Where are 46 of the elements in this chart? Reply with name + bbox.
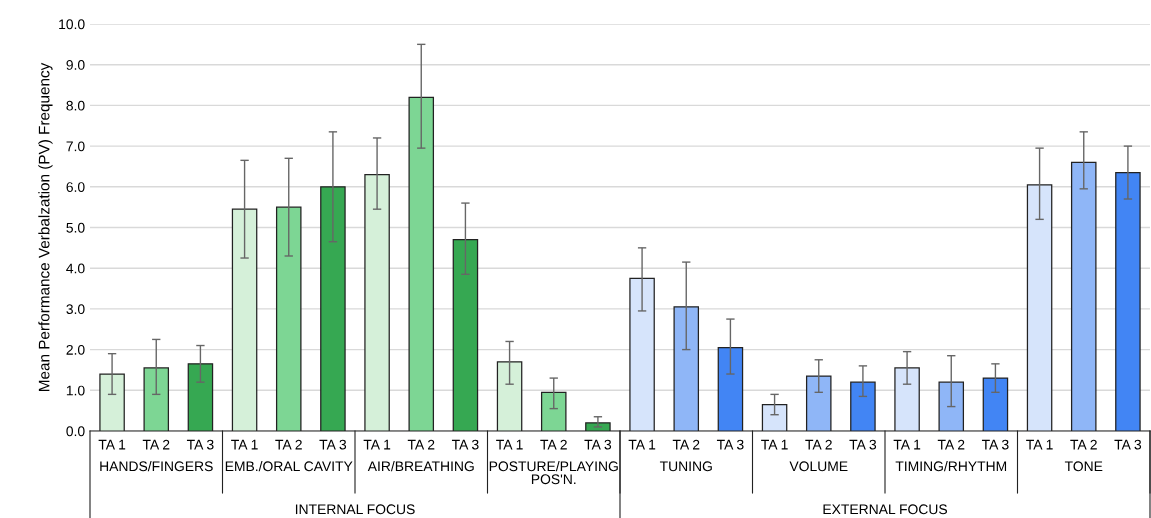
- text: EMB./ORAL CAVITY: [225, 461, 353, 472]
- y-tick-label: 3.0: [66, 304, 85, 315]
- text: TUNING: [659, 461, 712, 472]
- text: AIR/BREATHING: [367, 461, 474, 472]
- text: TONE: [1064, 461, 1103, 472]
- x-tick-label: TA 1: [1026, 439, 1053, 450]
- y-tick-label: 9.0: [66, 60, 85, 70]
- x-tick-label: TA 3: [1114, 439, 1142, 450]
- y-tick-label: 8.0: [66, 100, 85, 111]
- x-tick-label: TA 2: [407, 439, 435, 450]
- x-tick-label: TA 2: [142, 439, 170, 450]
- x-tick-label: TA 1: [363, 439, 391, 450]
- y-tick-label: 7.0: [66, 141, 85, 152]
- x-tick-label: TA 1: [231, 439, 258, 450]
- x-tick-label: TA 3: [186, 439, 214, 450]
- x-tick-label: TA 2: [275, 439, 302, 450]
- y-tick-label: 5.0: [66, 222, 85, 233]
- x-tick-label: TA 1: [496, 439, 523, 450]
- y-tick-label: 4.0: [66, 263, 85, 274]
- x-tick-label: TA 3: [451, 439, 479, 450]
- text: POSTURE/PLAYING POS'N.: [489, 461, 618, 485]
- x-tick-label: TA 2: [805, 439, 832, 450]
- x-tick-label: TA 2: [672, 439, 700, 450]
- x-tick-label: TA 3: [716, 439, 744, 450]
- y-tick-label: 2.0: [66, 344, 85, 355]
- x-tick-label: TA 1: [893, 439, 921, 450]
- y-tick-label: 0.0: [66, 426, 85, 437]
- y-tick-label: 1.0: [66, 385, 85, 396]
- x-tick-label: TA 1: [98, 439, 126, 450]
- x-tick-label: TA 3: [319, 439, 347, 450]
- x-tick-label: TA 3: [849, 439, 877, 450]
- y-axis-title: Mean Performance Verbalzation (PV) Frequency: [38, 62, 53, 391]
- x-tick-label: TA 2: [1070, 439, 1097, 450]
- text: HANDS/FINGERS: [100, 461, 213, 472]
- x-tick-label: TA 3: [981, 439, 1009, 450]
- text: INTERNAL FOCUS: [295, 504, 415, 515]
- y-tick-label: 10.0: [59, 19, 85, 30]
- text: VOLUME: [789, 461, 848, 472]
- text: EXTERNAL FOCUS: [823, 504, 947, 515]
- x-tick-label: TA 2: [540, 439, 567, 450]
- y-tick-label: 6.0: [66, 182, 85, 192]
- x-tick-label: TA 2: [937, 439, 965, 450]
- text: TIMING/RHYTHM: [895, 461, 1007, 472]
- x-tick-label: TA 1: [761, 439, 788, 450]
- x-tick-label: TA 3: [584, 439, 612, 450]
- x-tick-label: TA 1: [628, 439, 656, 450]
